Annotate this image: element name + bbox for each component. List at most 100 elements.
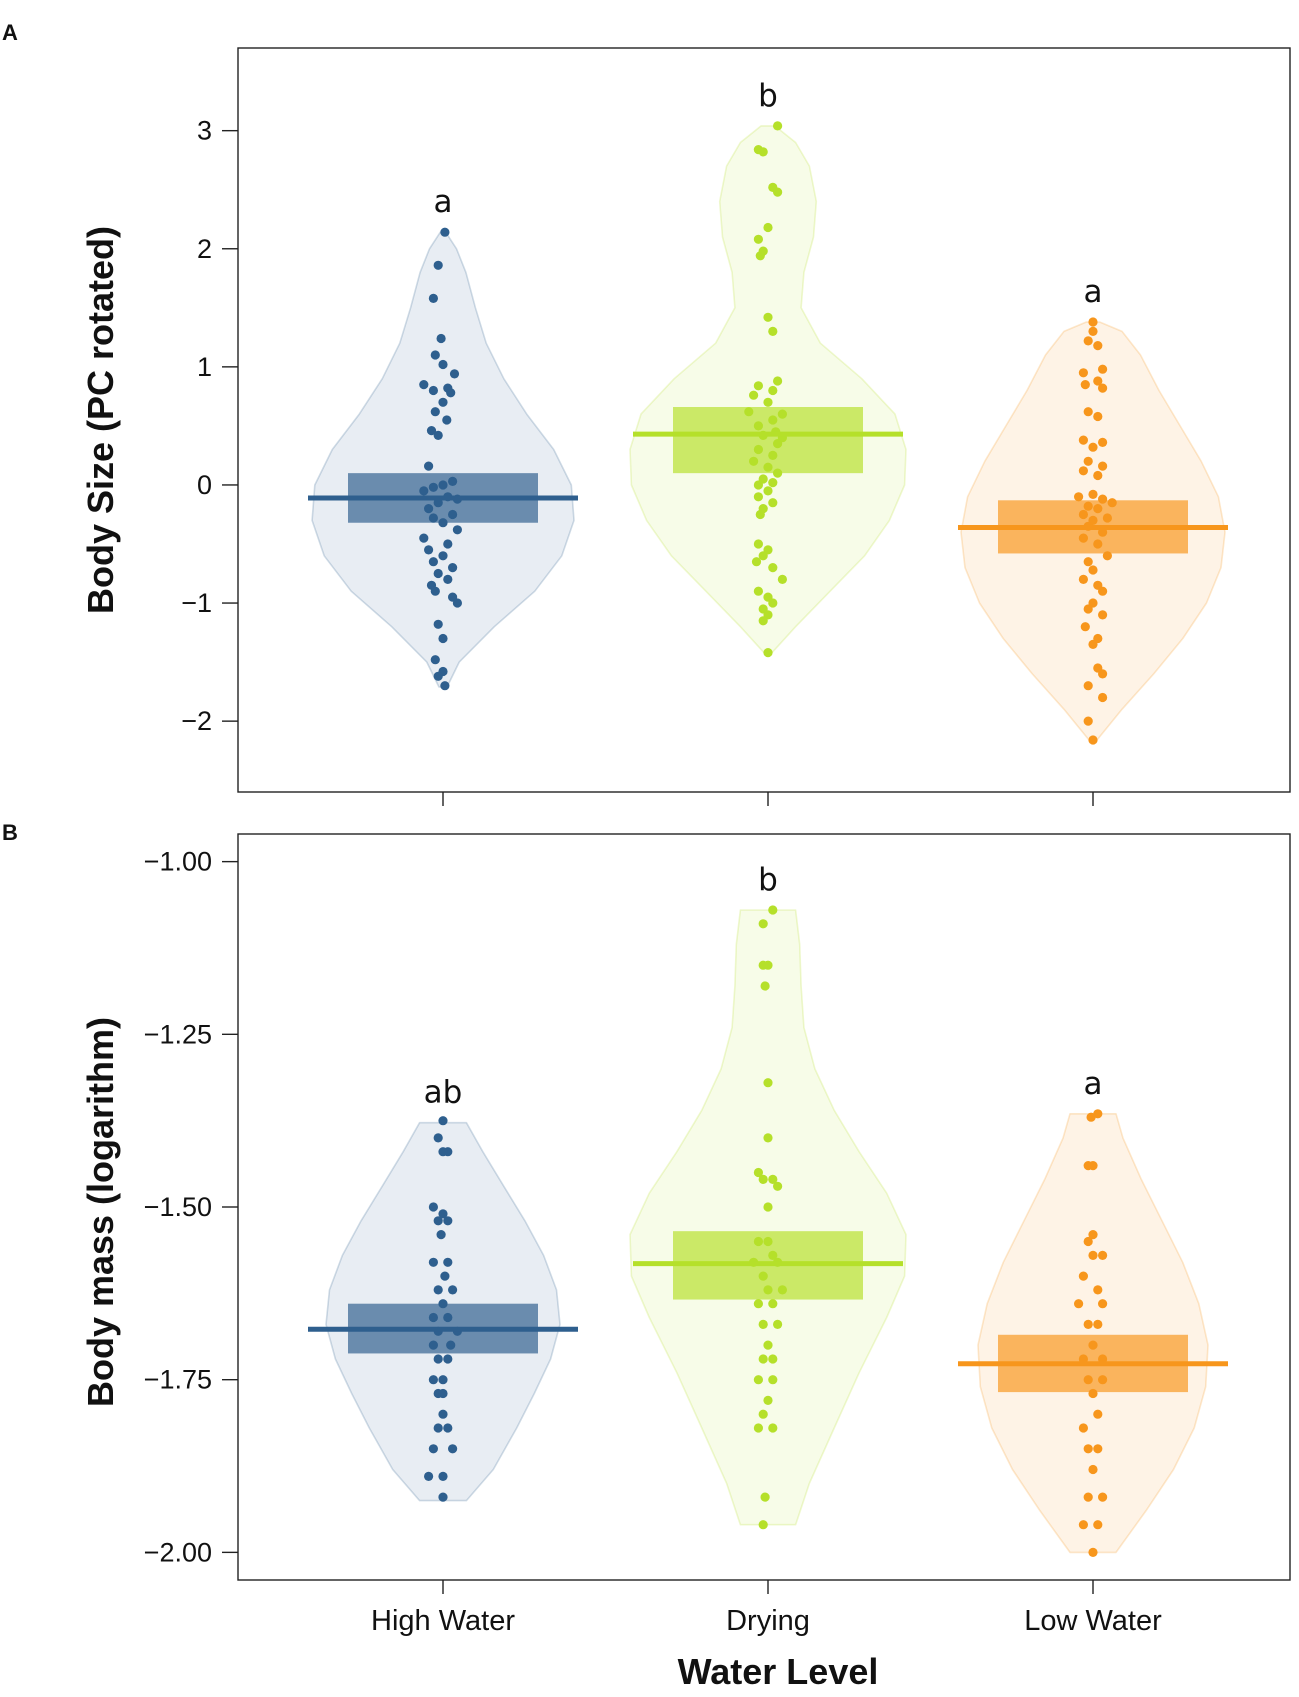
panel-b-point-high-water: [428, 1340, 438, 1350]
panel-a-point-low-water: [1083, 604, 1093, 614]
panel-a-point-drying: [755, 509, 765, 520]
panel-b-point-high-water: [443, 1216, 453, 1226]
panel-b-point-drying: [763, 960, 773, 970]
panel-a-point-high-water: [443, 574, 453, 585]
panel-b-point-drying: [760, 1492, 770, 1502]
panel-b-point-high-water: [448, 1285, 458, 1295]
panel-a-point-drying: [753, 234, 764, 244]
panel-a-point-high-water: [424, 504, 434, 514]
panel-a-point-low-water: [1078, 533, 1088, 543]
panel-b-point-high-water: [443, 1257, 453, 1267]
panel-b-point-drying: [763, 1395, 773, 1405]
panel-b-point-low-water: [1098, 1492, 1108, 1502]
panel-a-ci-box-drying: [673, 407, 863, 474]
panel-a-point-low-water: [1088, 317, 1098, 327]
panel-b-point-low-water: [1093, 1319, 1103, 1329]
panel-b-point-high-water: [438, 1375, 448, 1385]
panel-a-point-high-water: [438, 397, 448, 407]
panel-a-point-high-water: [438, 633, 448, 644]
panel-a-point-drying: [749, 390, 759, 400]
panel-a-point-high-water: [442, 415, 452, 425]
panel-a-point-low-water: [1098, 692, 1108, 703]
panel-a-point-high-water: [448, 509, 458, 520]
panel-a-point-low-water: [1078, 368, 1088, 378]
panel-a-point-low-water: [1098, 610, 1108, 620]
panel-a-point-high-water: [433, 568, 443, 579]
panel-b-point-drying: [753, 1236, 764, 1247]
panel-a-point-low-water: [1078, 435, 1088, 445]
panel-a-point-low-water: [1083, 501, 1093, 511]
panel-a-point-high-water: [440, 227, 450, 237]
panel-a-sig-letter-drying: b: [758, 78, 778, 114]
panel-b-point-drying: [773, 1319, 783, 1329]
panel-b-y-tick-label: −1.75: [144, 1365, 212, 1395]
panel-b-point-high-water: [448, 1444, 458, 1454]
panel-a-point-high-water: [440, 681, 450, 691]
panel-b-point-high-water: [428, 1202, 438, 1212]
panel-b-point-high-water: [433, 1133, 443, 1143]
panel-a-point-drying: [763, 462, 773, 472]
panel-b-point-drying: [758, 1319, 768, 1329]
panel-a-point-low-water: [1098, 494, 1108, 504]
panel-b-point-drying: [758, 919, 768, 929]
panel-a-point-drying: [755, 251, 765, 261]
panel-a-point-high-water: [433, 430, 443, 440]
panel-a-point-low-water: [1098, 364, 1108, 374]
panel-a-point-low-water: [1093, 539, 1103, 549]
panel-a-point-drying: [753, 539, 764, 549]
panel-a-y-tick-label: −1: [181, 588, 212, 618]
panel-a-point-drying: [763, 222, 773, 233]
panel-b-point-high-water: [428, 1257, 438, 1267]
panel-a-point-low-water: [1107, 498, 1117, 508]
panel-b-point-drying: [758, 1271, 768, 1281]
panel-b-point-drying: [768, 1375, 778, 1385]
panel-a-point-high-water: [430, 586, 440, 596]
panel-b-point-low-water: [1088, 1161, 1098, 1171]
panel-b-y-tick-label: −1.00: [144, 847, 212, 877]
panel-b-point-high-water: [438, 1299, 448, 1309]
panel-a-point-low-water: [1080, 622, 1090, 632]
panel-b-point-drying: [763, 1285, 773, 1295]
panel-b-point-high-water: [438, 1147, 448, 1157]
panel-a-point-high-water: [428, 513, 438, 523]
panel-b-point-drying: [768, 1354, 778, 1364]
panel-a-point-high-water: [419, 486, 429, 496]
panel-a-y-tick-label: −2: [181, 706, 212, 736]
panel-b-point-low-water: [1088, 1547, 1098, 1557]
panel-b-point-drying: [763, 1236, 773, 1247]
panel-a-point-low-water: [1083, 557, 1093, 567]
panel-a-point-low-water: [1088, 442, 1098, 452]
panel-a-point-low-water: [1098, 669, 1108, 679]
panel-a-point-high-water: [426, 426, 437, 436]
panel-b-point-low-water: [1088, 1340, 1098, 1350]
panel-b-point-drying: [753, 1299, 764, 1309]
panel-a-point-low-water: [1093, 376, 1103, 386]
panel-b-point-drying: [763, 1202, 773, 1212]
panel-a-point-high-water: [446, 388, 456, 398]
panel-b-point-drying: [753, 1423, 764, 1433]
panel-a-point-high-water: [428, 557, 438, 567]
panel-a-point-drying: [763, 486, 773, 496]
panel-b-y-tick-label: −2.00: [144, 1537, 212, 1567]
panel-a-y-tick-label: 3: [197, 116, 212, 146]
panel-a-point-drying: [763, 312, 773, 322]
panel-a-point-high-water: [448, 476, 458, 486]
panel-b-point-high-water: [424, 1471, 434, 1481]
panel-b-point-high-water: [436, 1230, 446, 1240]
panel-a-point-high-water: [433, 671, 443, 681]
panel-a-point-drying: [768, 478, 778, 488]
panel-b-point-drying: [758, 1520, 768, 1530]
panel-a-point-high-water: [419, 380, 429, 390]
panel-a-violin-drying: [629, 125, 907, 654]
panel-a-point-drying: [753, 586, 764, 596]
panel-b-point-high-water: [446, 1340, 456, 1350]
panel-b-point-low-water: [1083, 1319, 1093, 1329]
panel-b-point-high-water: [433, 1285, 443, 1295]
panel-a-point-low-water: [1083, 716, 1093, 726]
panel-a-point-drying: [768, 326, 778, 336]
panel-a-point-low-water: [1088, 735, 1098, 745]
panel-a: A −2 −1 0 1 2 3 a b a Body Size (PC rotated): [2, 20, 1291, 806]
panel-a-point-high-water: [428, 293, 438, 303]
x-axis-title: Water Level: [678, 1651, 879, 1692]
panel-a-point-low-water: [1080, 380, 1090, 390]
